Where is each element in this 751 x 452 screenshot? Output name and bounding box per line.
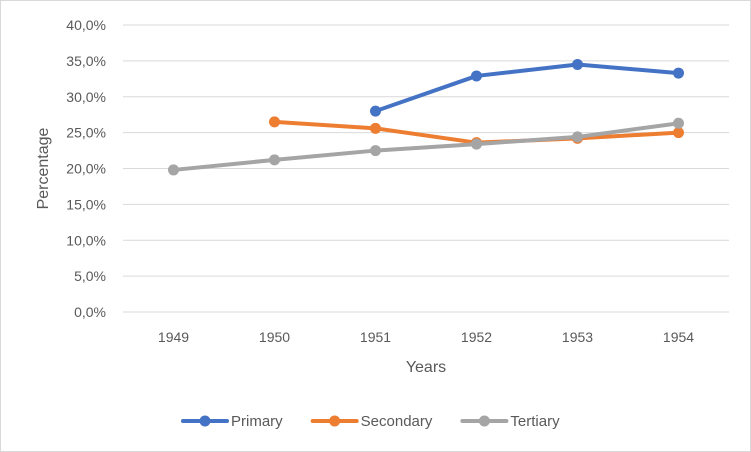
legend-item-tertiary: Tertiary [460,413,560,430]
x-tick-label: 1951 [360,329,391,345]
x-tick-label: 1950 [259,329,290,345]
legend-swatch-marker [329,415,341,427]
series-line [373,62,681,114]
legend-label: Tertiary [510,413,560,430]
data-point [370,105,381,117]
data-point [471,138,482,150]
data-point [269,116,280,128]
y-tick-label: 0,0% [74,304,106,320]
data-point [370,122,381,134]
y-tick-label: 10,0% [66,232,106,248]
data-point [673,127,684,139]
y-tick-label: 20,0% [66,161,106,177]
y-tick-label: 40,0% [66,17,106,33]
data-point [168,164,179,176]
gridlines [123,24,729,313]
data-point [471,70,482,82]
legend-item-primary: Primary [181,413,283,430]
y-axis-title: Percentage [35,127,52,209]
legend-label: Primary [231,413,283,430]
y-tick-label: 35,0% [66,53,106,69]
data-point [269,154,280,166]
series-line [171,121,681,172]
data-point [673,117,684,129]
series-tertiary [168,117,684,176]
x-axis-ticks: 1949 1950 1951 1952 1953 1954 [158,329,694,345]
series-lines [168,58,684,176]
data-point [572,58,583,70]
x-axis-title: Years [406,359,446,376]
data-point [370,145,381,157]
legend: Primary Secondary Tertiary [181,413,560,430]
y-axis-ticks: 0,0% 5,0% 10,0% 15,0% 20,0% 25,0% 30,0% 35,0% 40… [66,17,106,320]
x-tick-label: 1954 [663,329,694,345]
y-tick-label: 30,0% [66,89,106,105]
y-tick-label: 15,0% [66,196,106,212]
legend-swatch-marker [478,415,490,427]
legend-swatch-marker [199,415,211,427]
x-tick-label: 1953 [562,329,593,345]
x-tick-label: 1949 [158,329,189,345]
legend-item-secondary: Secondary [310,413,433,430]
y-tick-label: 5,0% [74,268,106,284]
data-point [673,67,684,79]
y-tick-label: 25,0% [66,125,106,141]
legend-label: Secondary [361,413,433,430]
x-tick-label: 1952 [461,329,492,345]
data-point [572,131,583,143]
series-primary [370,58,684,117]
